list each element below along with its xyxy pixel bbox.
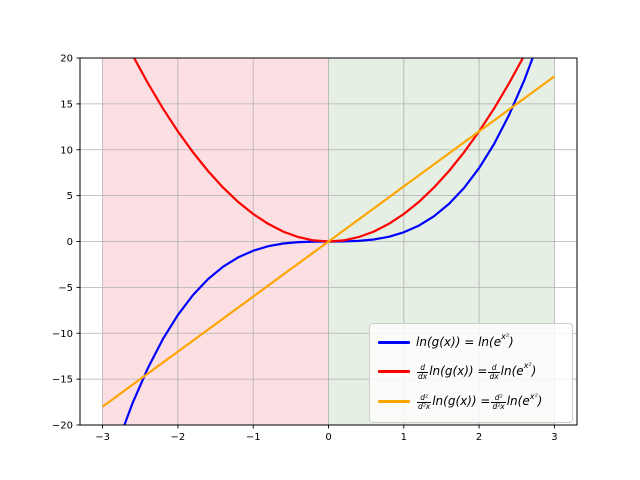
legend-item: ln(g(x)) = ln(e x²) — [378, 332, 564, 349]
y-tick-label: 0 — [67, 237, 73, 248]
legend-swatch-wrap — [378, 369, 416, 373]
y-tick-label: −15 — [52, 375, 73, 386]
y-tick-label: 5 — [67, 191, 73, 202]
fraction: d² d²x — [491, 393, 506, 412]
y-tick-label: −20 — [52, 421, 73, 432]
legend-swatch-wrap — [378, 341, 416, 344]
fraction: d dx — [417, 362, 429, 381]
x-tick-label: 3 — [551, 432, 557, 443]
legend-label: d² d²x ln(g(x)) = d² d²x ln(e x²) — [417, 391, 543, 412]
x-tick-label: 1 — [401, 432, 407, 443]
legend: ln(g(x)) = ln(e x²) d dx ln(g(x)) = d dx ln(e x… — [369, 323, 573, 423]
x-tick-label: −1 — [246, 432, 261, 443]
legend-line-icon — [378, 400, 410, 404]
y-tick-label: 15 — [60, 99, 73, 110]
y-tick-label: −10 — [52, 329, 73, 340]
legend-label: ln(g(x)) = ln(e x²) — [416, 332, 514, 349]
y-tick-label: 20 — [60, 54, 73, 65]
legend-item: d² d²x ln(g(x)) = d² d²x ln(e x²) — [378, 391, 564, 412]
y-tick-label: 10 — [60, 145, 73, 156]
series-line-2 — [101, 75, 556, 408]
x-tick-label: −3 — [95, 432, 110, 443]
legend-line-icon — [378, 369, 410, 373]
y-tick-label: −5 — [58, 283, 73, 294]
legend-label: d dx ln(g(x)) = d dx ln(e x²) — [417, 361, 537, 381]
x-tick-label: 2 — [476, 432, 482, 443]
x-tick-label: 0 — [325, 432, 331, 443]
legend-swatch-wrap — [378, 400, 416, 404]
legend-item: d dx ln(g(x)) = d dx ln(e x²) — [378, 361, 564, 381]
fraction: d dx — [488, 362, 500, 381]
fraction: d² d²x — [417, 393, 432, 412]
x-tick-label: −2 — [171, 432, 186, 443]
legend-line-icon — [378, 341, 410, 344]
